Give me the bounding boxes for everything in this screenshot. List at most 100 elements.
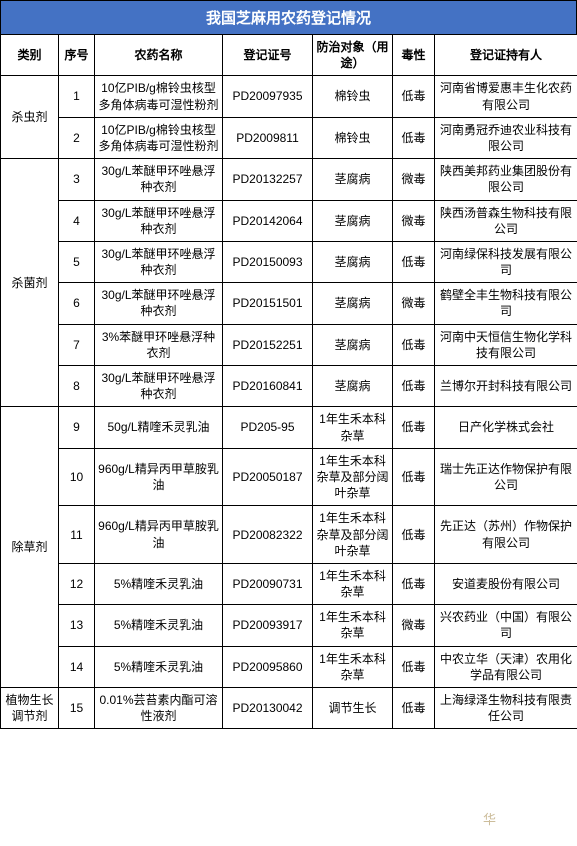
- cell-regno: PD20050187: [223, 448, 313, 506]
- header-index: 序号: [59, 35, 95, 76]
- cell-category: 杀虫剂: [1, 76, 59, 159]
- cell-name: 960g/L精异丙甲草胺乳油: [95, 506, 223, 564]
- cell-regno: PD20151501: [223, 283, 313, 324]
- cell-target: 茎腐病: [313, 241, 393, 282]
- cell-name: 30g/L苯醚甲环唑悬浮种衣剂: [95, 159, 223, 200]
- cell-name: 30g/L苯醚甲环唑悬浮种衣剂: [95, 241, 223, 282]
- header-target: 防治对象（用途）: [313, 35, 393, 76]
- cell-holder: 日产化学株式会社: [435, 407, 577, 448]
- cell-idx: 9: [59, 407, 95, 448]
- cell-regno: PD20160841: [223, 366, 313, 407]
- cell-idx: 14: [59, 646, 95, 687]
- cell-tox: 低毒: [393, 646, 435, 687]
- cell-idx: 12: [59, 563, 95, 604]
- cell-tox: 微毒: [393, 283, 435, 324]
- cell-tox: 低毒: [393, 688, 435, 729]
- cell-tox: 低毒: [393, 76, 435, 117]
- cell-category: 植物生长调节剂: [1, 688, 59, 729]
- cell-target: 茎腐病: [313, 283, 393, 324]
- table-row: 125%精喹禾灵乳油PD200907311年生禾本科杂草低毒安道麦股份有限公司: [1, 563, 577, 604]
- cell-tox: 低毒: [393, 117, 435, 158]
- cell-holder: 河南勇冠乔迪农业科技有限公司: [435, 117, 577, 158]
- cell-tox: 低毒: [393, 407, 435, 448]
- cell-holder: 鹤壁全丰生物科技有限公司: [435, 283, 577, 324]
- cell-category: 杀菌剂: [1, 159, 59, 407]
- header-row: 类别 序号 农药名称 登记证号 防治对象（用途） 毒性 登记证持有人: [1, 35, 577, 76]
- cell-regno: PD20090731: [223, 563, 313, 604]
- cell-name: 30g/L苯醚甲环唑悬浮种衣剂: [95, 366, 223, 407]
- header-holder: 登记证持有人: [435, 35, 577, 76]
- cell-idx: 13: [59, 605, 95, 646]
- cell-holder: 上海绿泽生物科技有限责任公司: [435, 688, 577, 729]
- cell-idx: 3: [59, 159, 95, 200]
- cell-name: 10亿PIB/g棉铃虫核型多角体病毒可湿性粉剂: [95, 117, 223, 158]
- cell-idx: 10: [59, 448, 95, 506]
- cell-idx: 6: [59, 283, 95, 324]
- cell-holder: 陕西美邦药业集团股份有限公司: [435, 159, 577, 200]
- table-row: 530g/L苯醚甲环唑悬浮种衣剂PD20150093茎腐病低毒河南绿保科技发展有…: [1, 241, 577, 282]
- cell-idx: 15: [59, 688, 95, 729]
- cell-target: 茎腐病: [313, 159, 393, 200]
- cell-tox: 微毒: [393, 159, 435, 200]
- table-title: 我国芝麻用农药登记情况: [0, 0, 577, 34]
- cell-holder: 兰博尔开封科技有限公司: [435, 366, 577, 407]
- cell-target: 棉铃虫: [313, 117, 393, 158]
- cell-holder: 河南绿保科技发展有限公司: [435, 241, 577, 282]
- cell-holder: 先正达（苏州）作物保护有限公司: [435, 506, 577, 564]
- cell-holder: 中农立华（天津）农用化学品有限公司: [435, 646, 577, 687]
- cell-tox: 低毒: [393, 563, 435, 604]
- cell-idx: 11: [59, 506, 95, 564]
- cell-name: 5%精喹禾灵乳油: [95, 605, 223, 646]
- cell-regno: PD20142064: [223, 200, 313, 241]
- cell-regno: PD20093917: [223, 605, 313, 646]
- table-row: 210亿PIB/g棉铃虫核型多角体病毒可湿性粉剂PD2009811棉铃虫低毒河南…: [1, 117, 577, 158]
- cell-regno: PD20082322: [223, 506, 313, 564]
- cell-holder: 河南中天恒信生物化学科技有限公司: [435, 324, 577, 365]
- watermark: 华: [483, 809, 497, 828]
- cell-idx: 4: [59, 200, 95, 241]
- cell-target: 棉铃虫: [313, 76, 393, 117]
- cell-regno: PD20152251: [223, 324, 313, 365]
- cell-name: 30g/L苯醚甲环唑悬浮种衣剂: [95, 283, 223, 324]
- cell-holder: 安道麦股份有限公司: [435, 563, 577, 604]
- cell-target: 1年生禾本科杂草及部分阔叶杂草: [313, 448, 393, 506]
- cell-holder: 兴农药业（中国）有限公司: [435, 605, 577, 646]
- cell-regno: PD20130042: [223, 688, 313, 729]
- cell-tox: 低毒: [393, 324, 435, 365]
- cell-regno: PD20097935: [223, 76, 313, 117]
- header-name: 农药名称: [95, 35, 223, 76]
- cell-target: 调节生长: [313, 688, 393, 729]
- table-row: 135%精喹禾灵乳油PD200939171年生禾本科杂草微毒兴农药业（中国）有限…: [1, 605, 577, 646]
- cell-target: 1年生禾本科杂草: [313, 646, 393, 687]
- header-category: 类别: [1, 35, 59, 76]
- cell-tox: 微毒: [393, 605, 435, 646]
- table-row: 145%精喹禾灵乳油PD200958601年生禾本科杂草低毒中农立华（天津）农用…: [1, 646, 577, 687]
- table-row: 植物生长调节剂150.01%芸苔素内酯可溶性液剂PD20130042调节生长低毒…: [1, 688, 577, 729]
- cell-name: 3%苯醚甲环唑悬浮种衣剂: [95, 324, 223, 365]
- cell-idx: 1: [59, 76, 95, 117]
- cell-name: 30g/L苯醚甲环唑悬浮种衣剂: [95, 200, 223, 241]
- table-row: 10960g/L精异丙甲草胺乳油PD200501871年生禾本科杂草及部分阔叶杂…: [1, 448, 577, 506]
- cell-tox: 低毒: [393, 241, 435, 282]
- cell-regno: PD20150093: [223, 241, 313, 282]
- pesticide-table: 类别 序号 农药名称 登记证号 防治对象（用途） 毒性 登记证持有人 杀虫剂11…: [0, 34, 577, 729]
- cell-regno: PD20132257: [223, 159, 313, 200]
- cell-regno: PD205-95: [223, 407, 313, 448]
- cell-idx: 7: [59, 324, 95, 365]
- cell-name: 10亿PIB/g棉铃虫核型多角体病毒可湿性粉剂: [95, 76, 223, 117]
- cell-target: 茎腐病: [313, 324, 393, 365]
- cell-target: 茎腐病: [313, 366, 393, 407]
- table-row: 73%苯醚甲环唑悬浮种衣剂PD20152251茎腐病低毒河南中天恒信生物化学科技…: [1, 324, 577, 365]
- cell-name: 5%精喹禾灵乳油: [95, 646, 223, 687]
- cell-target: 1年生禾本科杂草: [313, 563, 393, 604]
- cell-target: 1年生禾本科杂草: [313, 605, 393, 646]
- cell-category: 除草剂: [1, 407, 59, 688]
- cell-idx: 8: [59, 366, 95, 407]
- cell-target: 1年生禾本科杂草: [313, 407, 393, 448]
- cell-name: 50g/L精喹禾灵乳油: [95, 407, 223, 448]
- cell-idx: 5: [59, 241, 95, 282]
- cell-holder: 瑞士先正达作物保护有限公司: [435, 448, 577, 506]
- table-row: 11960g/L精异丙甲草胺乳油PD200823221年生禾本科杂草及部分阔叶杂…: [1, 506, 577, 564]
- cell-idx: 2: [59, 117, 95, 158]
- cell-regno: PD20095860: [223, 646, 313, 687]
